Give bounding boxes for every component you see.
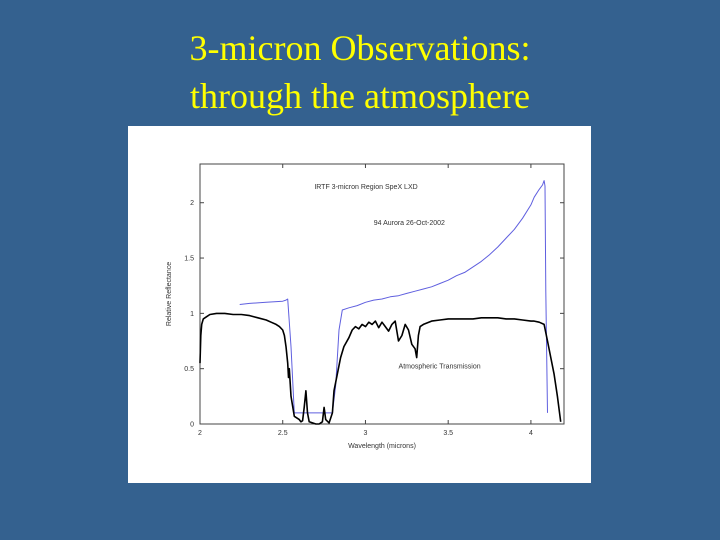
- annotation-asteroid: 94 Aurora 26-Oct-2002: [374, 220, 445, 227]
- series-layer: [199, 180, 562, 425]
- series-line-asteroid-reflectance: [239, 180, 548, 414]
- slide-title: 3-micron Observations: through the atmos…: [0, 24, 720, 120]
- spectrum-chart: 2 2.5 3 3.5 4 0 0.5 1 1.5 2 IRTF 3-micron Region …: [166, 163, 565, 450]
- y-tick-label: 1.5: [184, 256, 194, 263]
- y-axis-label: Relative Reflectance: [166, 262, 173, 326]
- x-tick-label: 3.5: [443, 430, 453, 437]
- x-tick-label: 4: [529, 430, 533, 437]
- x-tick-label: 2.5: [278, 430, 288, 437]
- x-axis-label: Wavelength (microns): [348, 443, 416, 450]
- plot-frame: [199, 163, 565, 425]
- slide-title-line-2: through the atmosphere: [190, 76, 530, 116]
- chart-title: IRTF 3-micron Region SpeX LXD: [314, 184, 417, 191]
- y-tick-label: 0.5: [184, 366, 194, 373]
- y-tick-label: 0: [190, 422, 194, 429]
- x-tick-label: 2: [198, 430, 202, 437]
- axis-ticks: 2 2.5 3 3.5 4 0 0.5 1 1.5 2: [184, 164, 564, 437]
- annotation-atmospheric-transmission: Atmospheric Transmission: [399, 364, 481, 371]
- slide-title-line-1: 3-micron Observations:: [189, 28, 531, 68]
- y-tick-label: 2: [190, 200, 194, 207]
- y-tick-label: 1: [190, 311, 194, 318]
- plot-area-border: [199, 163, 565, 425]
- figure-panel: 2 2.5 3 3.5 4 0 0.5 1 1.5 2 IRTF 3-micron Region …: [128, 126, 591, 483]
- series-line-atmospheric-transmission: [199, 312, 562, 425]
- x-tick-label: 3: [364, 430, 368, 437]
